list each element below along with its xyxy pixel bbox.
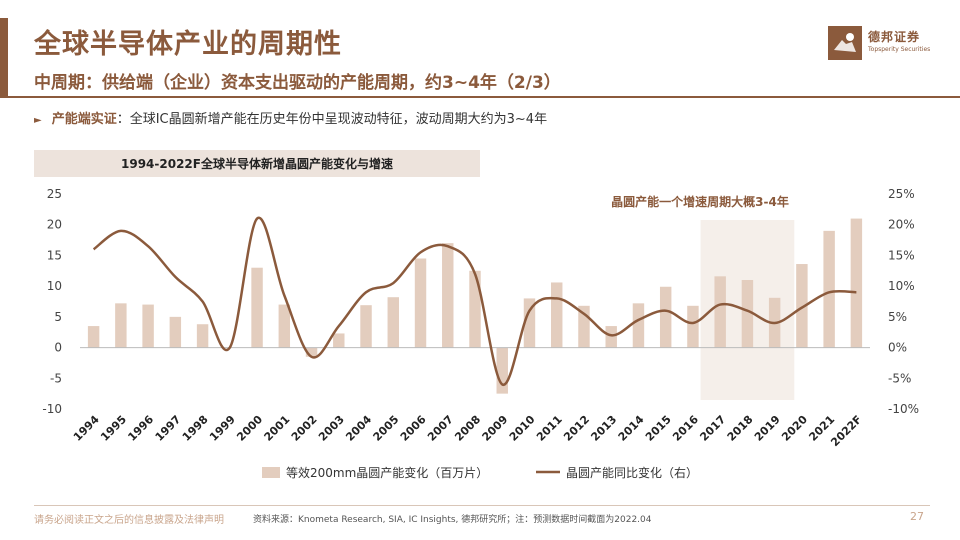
left-tick-label: 25 (47, 187, 62, 201)
capacity-bar (714, 276, 726, 348)
bullet-text: ：全球IC晶圆新增产能在历史年份中呈现波动特征，波动周期大约为3~4年 (116, 112, 548, 127)
capacity-bar (442, 243, 454, 348)
left-tick-label: 10 (47, 279, 62, 293)
right-tick-label: 10% (888, 279, 915, 293)
x-tick-label: 2012 (561, 413, 592, 444)
logo-mark-icon (828, 26, 862, 60)
capacity-bar (578, 305, 590, 348)
capacity-bar (796, 264, 808, 348)
x-tick-label: 1996 (125, 413, 156, 444)
right-tick-label: -5% (888, 371, 911, 385)
capacity-bar (850, 218, 863, 348)
page-subtitle: 中周期：供给端（企业）资本支出驱动的产能周期，约3~4年（2/3） (34, 73, 561, 93)
capacity-bar (632, 303, 645, 348)
x-tick-label: 2014 (616, 413, 647, 444)
x-tick-label: 2002 (289, 413, 320, 444)
x-tick-label: 2015 (643, 413, 674, 444)
chart-annotation: 晶圆产能一个增速周期大概3-4年 (611, 194, 789, 209)
page-number: 27 (910, 510, 924, 523)
x-tick-label: 2006 (398, 413, 429, 444)
capacity-bar (741, 280, 754, 348)
x-tick-label: 2001 (262, 413, 293, 444)
right-tick-label: 25% (888, 187, 915, 201)
right-tick-label: 5% (888, 310, 907, 324)
x-tick-label: 1997 (153, 413, 184, 444)
footer-source: 资料来源：Knometa Research, SIA, IC Insights,… (253, 515, 652, 525)
footer-divider (34, 505, 930, 506)
chart-title: 1994-2022F全球半导体新增晶圆产能变化与增速 (121, 157, 393, 171)
left-tick-label: 0 (54, 341, 62, 355)
right-tick-label: 15% (888, 248, 915, 262)
x-tick-label: 2013 (588, 413, 619, 444)
capacity-bar (823, 230, 835, 348)
x-tick-label: 1995 (98, 413, 129, 444)
x-tick-label: 2019 (752, 413, 783, 444)
capacity-bar (659, 286, 672, 348)
capacity-bar (142, 304, 154, 348)
yoy-growth-line (92, 216, 857, 386)
capacity-bar (278, 304, 291, 348)
x-tick-label: 2007 (425, 413, 456, 444)
x-tick-label: 1994 (71, 413, 102, 444)
logo-text-en: Topsperity Securities (868, 46, 931, 53)
bullet-arrow-icon: ► (34, 115, 42, 126)
left-tick-label: 15 (47, 248, 62, 262)
legend-label-bar: 等效200mm晶圆产能变化（百万片） (286, 465, 488, 480)
x-tick-label: 2000 (234, 413, 265, 444)
x-tick-label: 2018 (725, 413, 756, 444)
left-tick-label: -10 (42, 402, 62, 416)
capacity-bar (87, 326, 100, 348)
right-tick-label: 0% (888, 341, 907, 355)
capacity-bar (551, 282, 563, 348)
left-tick-label: 20 (47, 218, 62, 232)
x-tick-label: 2011 (534, 413, 565, 444)
capacity-bar (360, 305, 372, 348)
page-title: 全球半导体产业的周期性 (34, 29, 342, 60)
capacity-bar (605, 326, 617, 348)
capacity-bar (387, 297, 399, 348)
x-tick-label: 1999 (207, 413, 238, 444)
logo-text-cn: 德邦证券 (868, 30, 921, 44)
x-tick-label: 2017 (697, 413, 728, 444)
footer-disclaimer: 请务必阅读正文之后的信息披露及法律声明 (34, 515, 224, 526)
capacity-bar (523, 298, 536, 348)
legend-label-line: 晶圆产能同比变化（右） (566, 465, 698, 480)
right-tick-label: 20% (888, 218, 915, 232)
right-tick-label: -10% (888, 402, 919, 416)
left-tick-label: 5 (54, 310, 62, 324)
bullet-key: 产能端实证 (51, 112, 117, 127)
company-logo: 德邦证券 Topsperity Securities (828, 26, 948, 62)
capacity-bar (251, 267, 263, 348)
capacity-bar (469, 270, 481, 348)
capacity-bar (687, 305, 699, 348)
capacity-bar (333, 333, 345, 348)
capacity-bar (496, 347, 508, 394)
x-tick-label: 2010 (507, 413, 538, 444)
capacity-bar (414, 258, 427, 348)
x-tick-label: 2003 (316, 413, 347, 444)
capacity-bar (305, 347, 318, 357)
x-tick-label: 2022F (828, 413, 864, 449)
legend-swatch-bar (262, 467, 280, 478)
x-tick-label: 2009 (480, 413, 511, 444)
x-tick-label: 1998 (180, 413, 211, 444)
capacity-bar (115, 303, 127, 348)
x-tick-label: 2005 (371, 413, 402, 444)
left-tick-label: -5 (50, 371, 62, 385)
x-tick-label: 2008 (452, 413, 483, 444)
bullet-point: ► 产能端实证：全球IC晶圆新增产能在历史年份中呈现波动特征，波动周期大约为3~4… (34, 108, 547, 127)
header-accent-bar (0, 18, 8, 98)
x-tick-label: 2004 (343, 413, 374, 444)
x-tick-label: 2016 (670, 413, 701, 444)
capacity-bar (169, 316, 182, 348)
chart-title-bar: 1994-2022F全球半导体新增晶圆产能变化与增速 (34, 150, 480, 177)
header-divider (0, 96, 960, 98)
capacity-bar (196, 324, 209, 348)
x-tick-label: 2020 (779, 413, 810, 444)
